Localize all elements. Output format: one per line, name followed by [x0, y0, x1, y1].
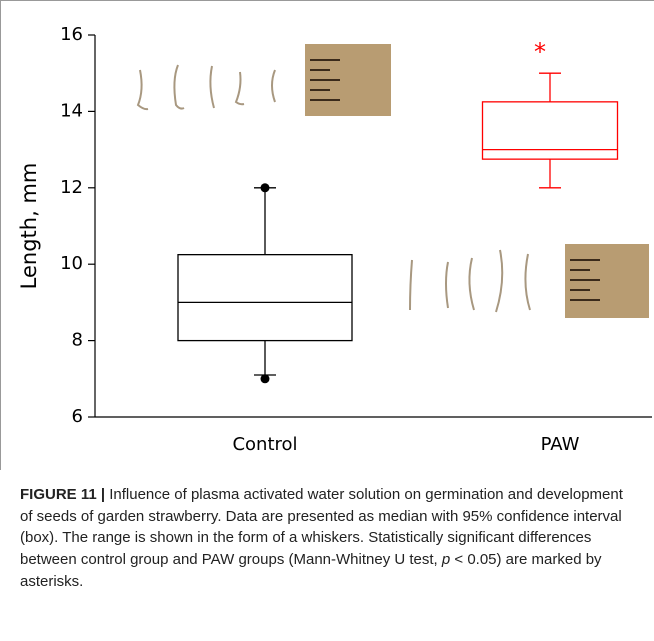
outlier — [261, 183, 270, 192]
y-tick-label: 6 — [72, 406, 83, 427]
figure-caption: FIGURE 11 | Influence of plasma activate… — [20, 484, 638, 593]
y-tick-label: 10 — [60, 253, 83, 274]
box — [483, 102, 618, 159]
y-tick-label: 16 — [60, 24, 83, 45]
photo-control — [138, 44, 391, 116]
x-tick-label: PAW — [541, 434, 580, 455]
y-tick-label: 8 — [72, 330, 83, 351]
photo-paw — [410, 244, 649, 318]
box — [178, 255, 352, 341]
page: Length, mm 6 8 10 12 14 16 * Control PAW FIGURE … — [0, 0, 654, 641]
chart: Length, mm 6 8 10 12 14 16 * Control PAW — [0, 0, 654, 470]
significance-mark: * — [534, 38, 546, 66]
y-tick-label: 12 — [60, 177, 83, 198]
outlier — [261, 374, 270, 383]
caption-label: FIGURE 11 | — [20, 486, 105, 503]
caption-italic: p — [442, 551, 450, 568]
x-tick-label: Control — [232, 434, 297, 455]
y-axis-label: Length, mm — [17, 163, 41, 290]
y-tick-label: 14 — [60, 100, 83, 121]
